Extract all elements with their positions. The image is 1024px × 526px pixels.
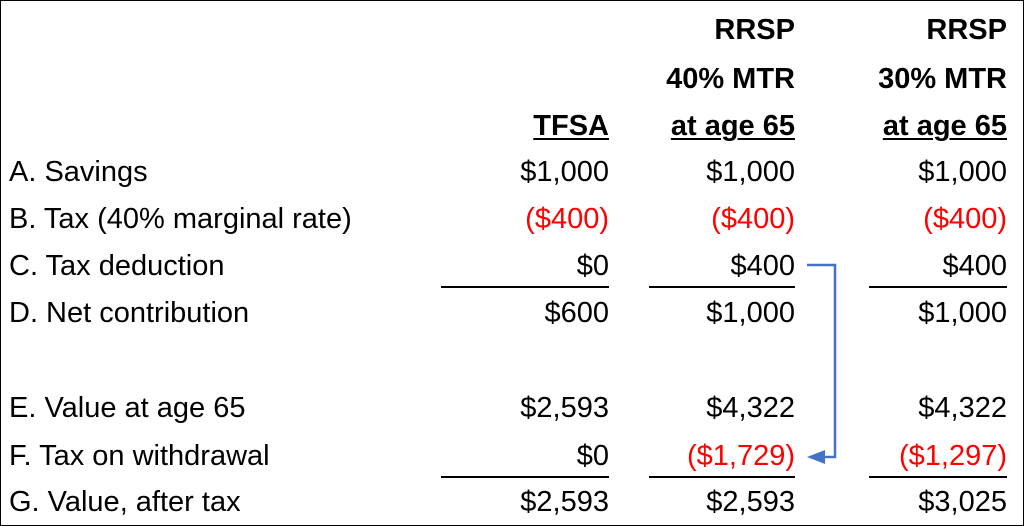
header-rrsp30-line2: 30% MTR (878, 63, 1007, 95)
cell-tfsa-net-contribution: $600 (544, 297, 609, 329)
cell-tfsa-tax-on-withdrawal: $0 (576, 440, 609, 472)
total-rule-tfsa (441, 476, 609, 478)
header-rrsp40-line3: at age 65 (670, 110, 795, 142)
header-rrsp40-line1: RRSP (714, 14, 795, 46)
subtotal-rule-rrsp40 (649, 286, 795, 288)
cell-rrsp40-tax-on-withdrawal: ($1,729) (686, 440, 795, 472)
header-rrsp40-line2: 40% MTR (666, 63, 795, 95)
total-rule-rrsp40 (649, 476, 795, 478)
cell-rrsp30-tax: ($400) (923, 203, 1007, 235)
cell-rrsp40-net-contribution: $1,000 (706, 297, 795, 329)
cell-rrsp30-value-after-tax: $3,025 (918, 486, 1007, 518)
subtotal-rule-rrsp30 (869, 286, 1007, 288)
arrow-connector-line (807, 263, 837, 459)
cell-tfsa-tax: ($400) (525, 203, 609, 235)
cell-rrsp30-savings: $1,000 (918, 156, 1007, 188)
header-rrsp30-line1: RRSP (926, 14, 1007, 46)
subtotal-rule-tfsa (441, 286, 609, 288)
cell-rrsp40-savings: $1,000 (706, 156, 795, 188)
row-label-tax-deduction: C. Tax deduction (9, 250, 225, 282)
row-label-net-contribution: D. Net contribution (9, 297, 250, 329)
total-rule-rrsp30 (869, 476, 1007, 478)
cell-tfsa-value-at-65: $2,593 (520, 392, 609, 424)
row-label-value-after-tax: G. Value, after tax (9, 486, 241, 518)
row-label-tax-on-withdrawal: F. Tax on withdrawal (9, 440, 270, 472)
cell-rrsp40-tax: ($400) (711, 203, 795, 235)
cell-rrsp40-value-at-65: $4,322 (706, 392, 795, 424)
cell-tfsa-tax-deduction: $0 (576, 250, 609, 282)
cell-rrsp30-tax-deduction: $400 (942, 250, 1007, 282)
row-label-value-at-65: E. Value at age 65 (9, 392, 246, 424)
cell-tfsa-savings: $1,000 (520, 156, 609, 188)
cell-rrsp30-net-contribution: $1,000 (918, 297, 1007, 329)
cell-rrsp40-value-after-tax: $2,593 (706, 486, 795, 518)
row-label-savings: A. Savings (9, 156, 148, 188)
header-rrsp30-line3: at age 65 (882, 110, 1007, 142)
arrow-head-icon (807, 450, 825, 464)
cell-rrsp30-value-at-65: $4,322 (918, 392, 1007, 424)
cell-rrsp30-tax-on-withdrawal: ($1,297) (898, 440, 1007, 472)
row-label-tax: B. Tax (40% marginal rate) (9, 203, 352, 235)
cell-rrsp40-tax-deduction: $400 (730, 250, 795, 282)
cell-tfsa-value-after-tax: $2,593 (520, 486, 609, 518)
header-tfsa: TFSA (533, 110, 609, 142)
